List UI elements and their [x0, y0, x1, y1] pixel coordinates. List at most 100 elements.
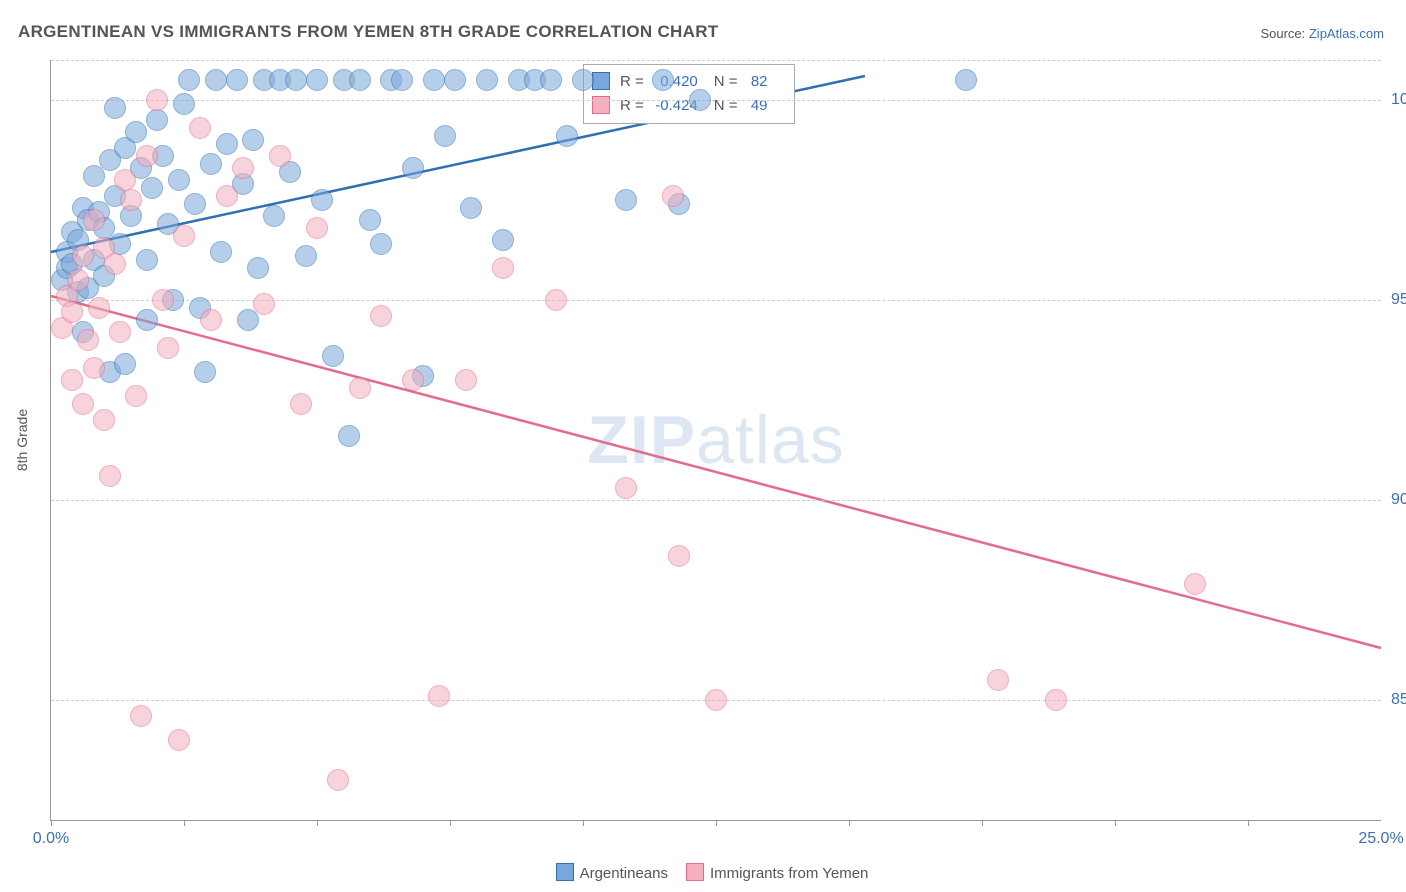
scatter-point [200, 309, 222, 331]
scatter-point [338, 425, 360, 447]
x-tick-mark [450, 820, 451, 826]
scatter-point [88, 297, 110, 319]
scatter-point [184, 193, 206, 215]
watermark: ZIPatlas [587, 401, 844, 479]
scatter-point [572, 69, 594, 91]
scatter-point [290, 393, 312, 415]
scatter-point [492, 229, 514, 251]
scatter-point [83, 165, 105, 187]
scatter-point [444, 69, 466, 91]
scatter-point [61, 369, 83, 391]
x-tick-mark [1248, 820, 1249, 826]
scatter-point [114, 353, 136, 375]
scatter-point [455, 369, 477, 391]
legend-label: Argentineans [580, 865, 668, 882]
x-tick-mark [51, 820, 52, 826]
watermark-zip: ZIP [587, 402, 696, 478]
scatter-point [545, 289, 567, 311]
legend-swatch [556, 863, 574, 881]
scatter-point [173, 93, 195, 115]
scatter-point [136, 309, 158, 331]
scatter-point [311, 189, 333, 211]
stats-row: R =0.420N =82 [592, 69, 784, 93]
scatter-point [216, 185, 238, 207]
scatter-point [306, 217, 328, 239]
gridline-h [51, 500, 1381, 501]
scatter-point [178, 69, 200, 91]
scatter-point [109, 321, 131, 343]
chart-title: ARGENTINEAN VS IMMIGRANTS FROM YEMEN 8TH… [18, 22, 718, 42]
scatter-point [136, 249, 158, 271]
scatter-point [146, 109, 168, 131]
scatter-point [476, 69, 498, 91]
scatter-point [391, 69, 413, 91]
x-tick-mark [583, 820, 584, 826]
scatter-point [237, 309, 259, 331]
scatter-point [370, 305, 392, 327]
scatter-point [327, 769, 349, 791]
y-axis-label: 8th Grade [14, 409, 30, 471]
scatter-point [242, 129, 264, 151]
scatter-point [615, 189, 637, 211]
source-link[interactable]: ZipAtlas.com [1309, 26, 1384, 41]
scatter-point [349, 377, 371, 399]
gridline-h [51, 60, 1381, 61]
n-value: 82 [742, 73, 768, 90]
scatter-point [322, 345, 344, 367]
scatter-point [173, 225, 195, 247]
r-label: R = [620, 73, 644, 90]
gridline-h [51, 100, 1381, 101]
scatter-point [402, 157, 424, 179]
scatter-point [615, 477, 637, 499]
scatter-point [263, 205, 285, 227]
scatter-point [1184, 573, 1206, 595]
scatter-point [93, 409, 115, 431]
scatter-point [232, 157, 254, 179]
regression-line [51, 296, 1381, 648]
scatter-point [540, 69, 562, 91]
scatter-point [146, 89, 168, 111]
scatter-point [359, 209, 381, 231]
scatter-point [168, 729, 190, 751]
scatter-point [200, 153, 222, 175]
x-tick-label: 0.0% [33, 830, 69, 848]
source-attribution: Source: ZipAtlas.com [1260, 26, 1384, 41]
scatter-point [114, 169, 136, 191]
scatter-point [434, 125, 456, 147]
scatter-point [556, 125, 578, 147]
y-tick-label: 100.0% [1391, 91, 1406, 109]
scatter-point [460, 197, 482, 219]
series-swatch [592, 96, 610, 114]
scatter-point [125, 385, 147, 407]
scatter-point [955, 69, 977, 91]
scatter-point [189, 117, 211, 139]
scatter-point [668, 545, 690, 567]
scatter-point [168, 169, 190, 191]
x-tick-mark [716, 820, 717, 826]
scatter-point [689, 89, 711, 111]
scatter-point [83, 209, 105, 231]
scatter-point [130, 705, 152, 727]
scatter-point [72, 245, 94, 267]
scatter-point [67, 269, 89, 291]
series-swatch [592, 72, 610, 90]
watermark-atlas: atlas [696, 402, 845, 478]
n-label: N = [714, 73, 738, 90]
scatter-point [226, 69, 248, 91]
x-tick-mark [1115, 820, 1116, 826]
scatter-point [77, 329, 99, 351]
scatter-point [136, 145, 158, 167]
x-tick-mark [317, 820, 318, 826]
scatter-point [194, 361, 216, 383]
stats-row: R =-0.424N =49 [592, 93, 784, 117]
source-prefix: Source: [1260, 26, 1308, 41]
scatter-point [349, 69, 371, 91]
y-tick-label: 90.0% [1391, 491, 1406, 509]
scatter-point [652, 69, 674, 91]
series-legend: ArgentineansImmigrants from Yemen [0, 863, 1406, 882]
scatter-point [662, 185, 684, 207]
scatter-point [306, 69, 328, 91]
stats-legend-box: R =0.420N =82R =-0.424N =49 [583, 64, 795, 124]
legend-swatch [686, 863, 704, 881]
x-tick-mark [184, 820, 185, 826]
